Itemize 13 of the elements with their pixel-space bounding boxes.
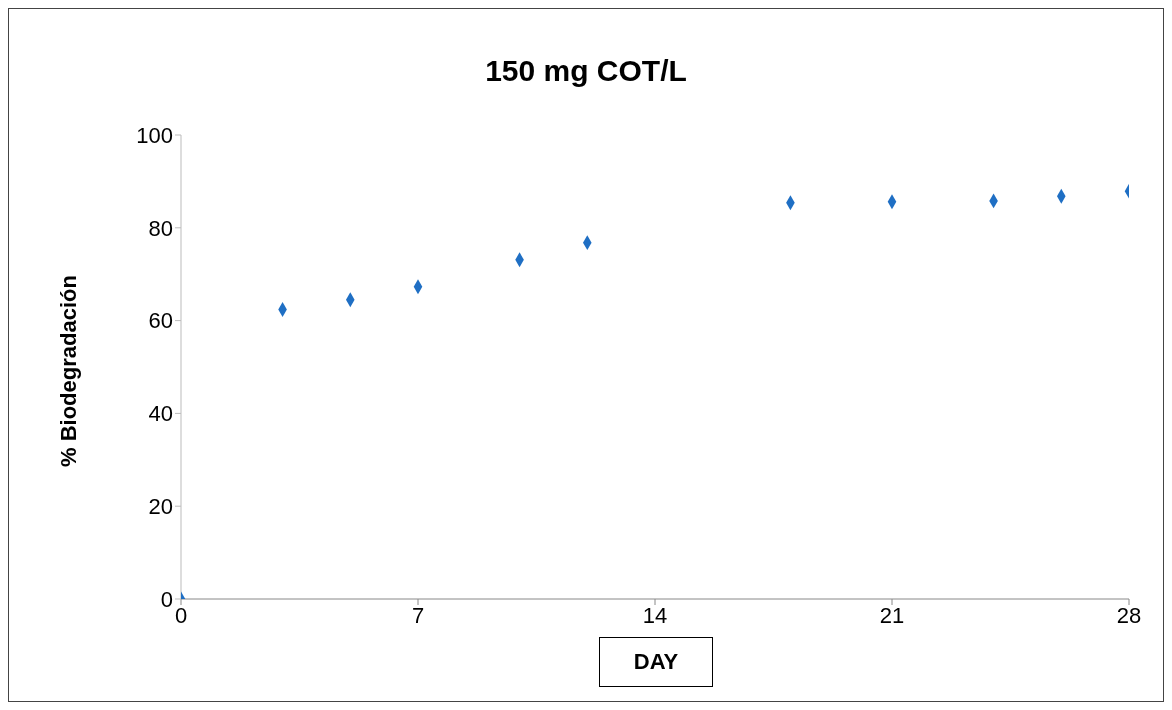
y-tick-label: 40 <box>148 401 173 427</box>
y-tick-label: 0 <box>160 586 173 612</box>
x-tick-label: 21 <box>879 602 905 628</box>
y-tick-label: 80 <box>148 215 173 241</box>
chart-title: 150 mg COT/L <box>484 54 688 88</box>
x-tick-label: 28 <box>1116 602 1142 628</box>
y-axis-title: % Biodegradación <box>55 275 81 467</box>
y-tick-label: 60 <box>148 308 173 334</box>
x-tick-label: 7 <box>411 602 425 628</box>
x-axis-title: DAY <box>599 637 713 687</box>
y-tick-label: 20 <box>148 494 173 520</box>
x-tick-label: 14 <box>642 602 668 628</box>
y-tick-label: 100 <box>136 122 173 148</box>
